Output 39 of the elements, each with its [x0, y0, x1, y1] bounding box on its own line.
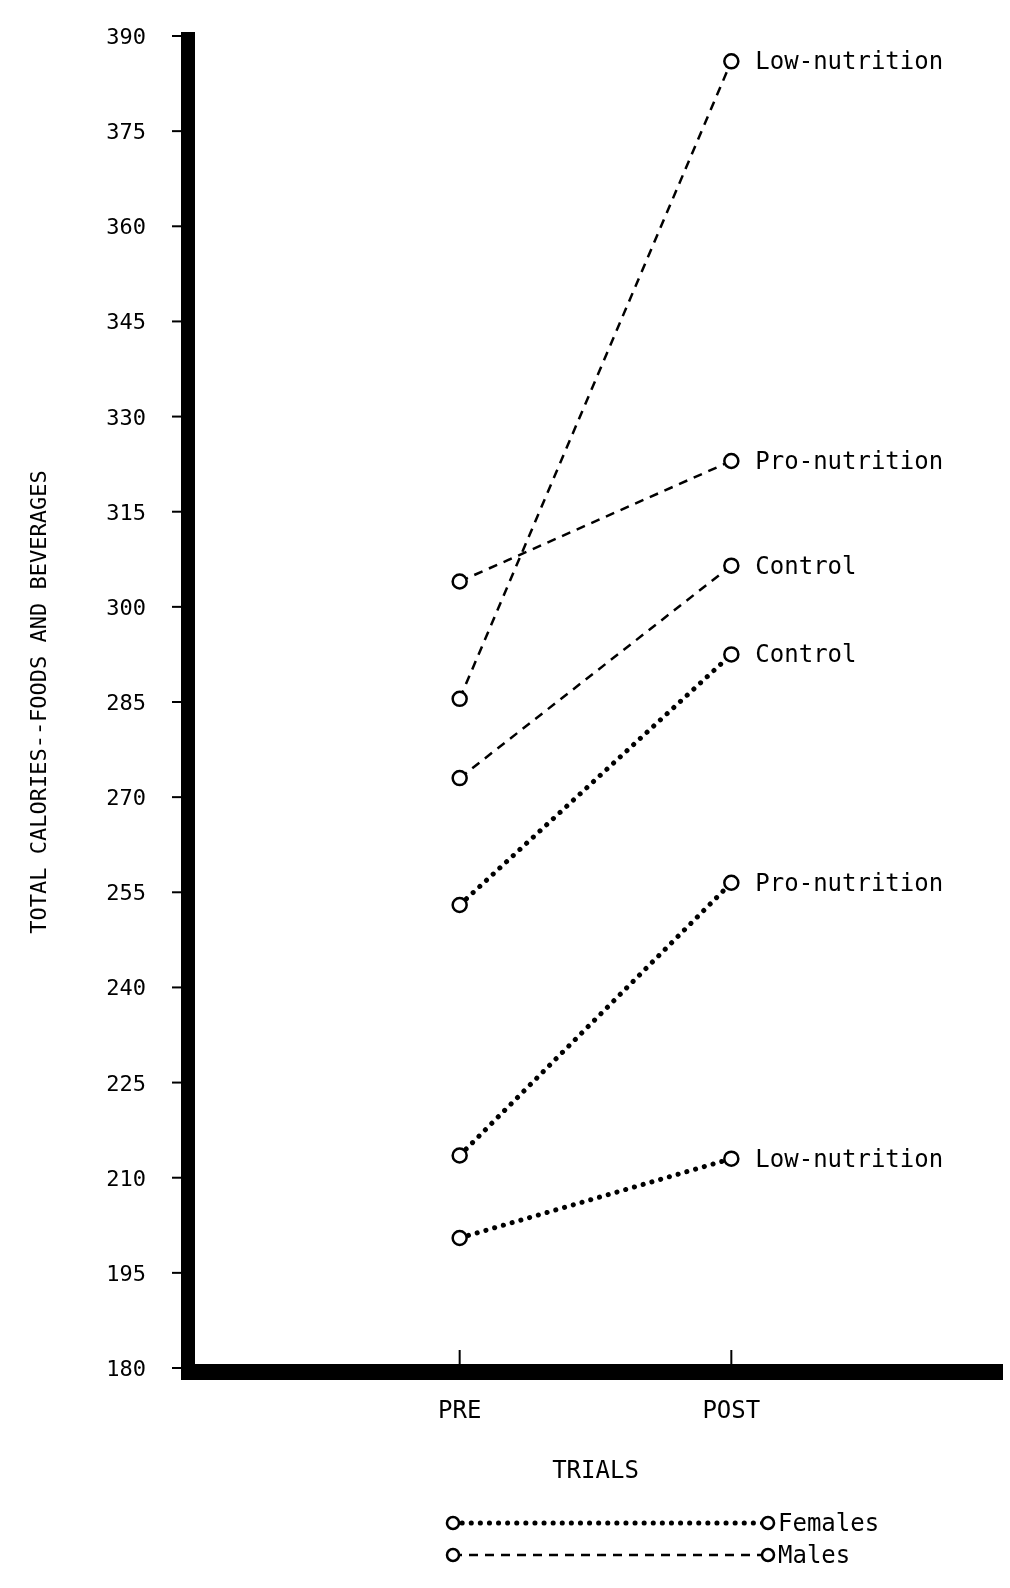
y-tick-label: 195 [106, 1260, 146, 1286]
y-axis-title: TOTAL CALORIES--FOODS AND BEVERAGES [26, 470, 51, 934]
point [451, 896, 468, 914]
point [451, 1147, 468, 1164]
point [451, 1229, 468, 1247]
y-tick-label: 240 [106, 975, 146, 1001]
series-label: Control [755, 640, 857, 669]
y-tick-label: 225 [106, 1070, 146, 1096]
series-label: Low-nutrition [755, 47, 944, 76]
y-tick-label: 270 [106, 785, 146, 811]
y-tick-label: 375 [106, 119, 146, 145]
point [723, 874, 740, 892]
point [451, 690, 468, 708]
y-tick-label: 330 [106, 404, 146, 430]
point [723, 1150, 740, 1167]
series-label: Control [755, 551, 857, 580]
y-tick-label: 315 [106, 499, 146, 525]
x-tick-label: PRE [437, 1396, 482, 1424]
point [451, 769, 468, 787]
point [723, 557, 740, 574]
x-tick-label: POST [702, 1396, 761, 1424]
y-tick-label: 210 [106, 1165, 146, 1191]
point [723, 646, 740, 663]
y-tick-label: 390 [106, 24, 146, 49]
point [451, 573, 468, 590]
y-tick-label: 255 [106, 880, 146, 906]
text: Females [778, 1509, 880, 1537]
point [723, 53, 740, 70]
y-tick-label: 300 [106, 594, 146, 620]
point [723, 452, 740, 470]
series-label: Low-nutrition [755, 1144, 944, 1173]
series-label: Pro-nutrition [755, 446, 944, 475]
series-label: Pro-nutrition [755, 868, 944, 897]
x-axis-title: TRIALS [552, 1456, 639, 1484]
y-tick-label: 345 [106, 309, 146, 335]
text: Males [778, 1541, 851, 1569]
y-tick-label: 180 [106, 1356, 146, 1381]
y-tick-label: 360 [106, 214, 146, 240]
y-tick-label: 285 [106, 690, 146, 715]
